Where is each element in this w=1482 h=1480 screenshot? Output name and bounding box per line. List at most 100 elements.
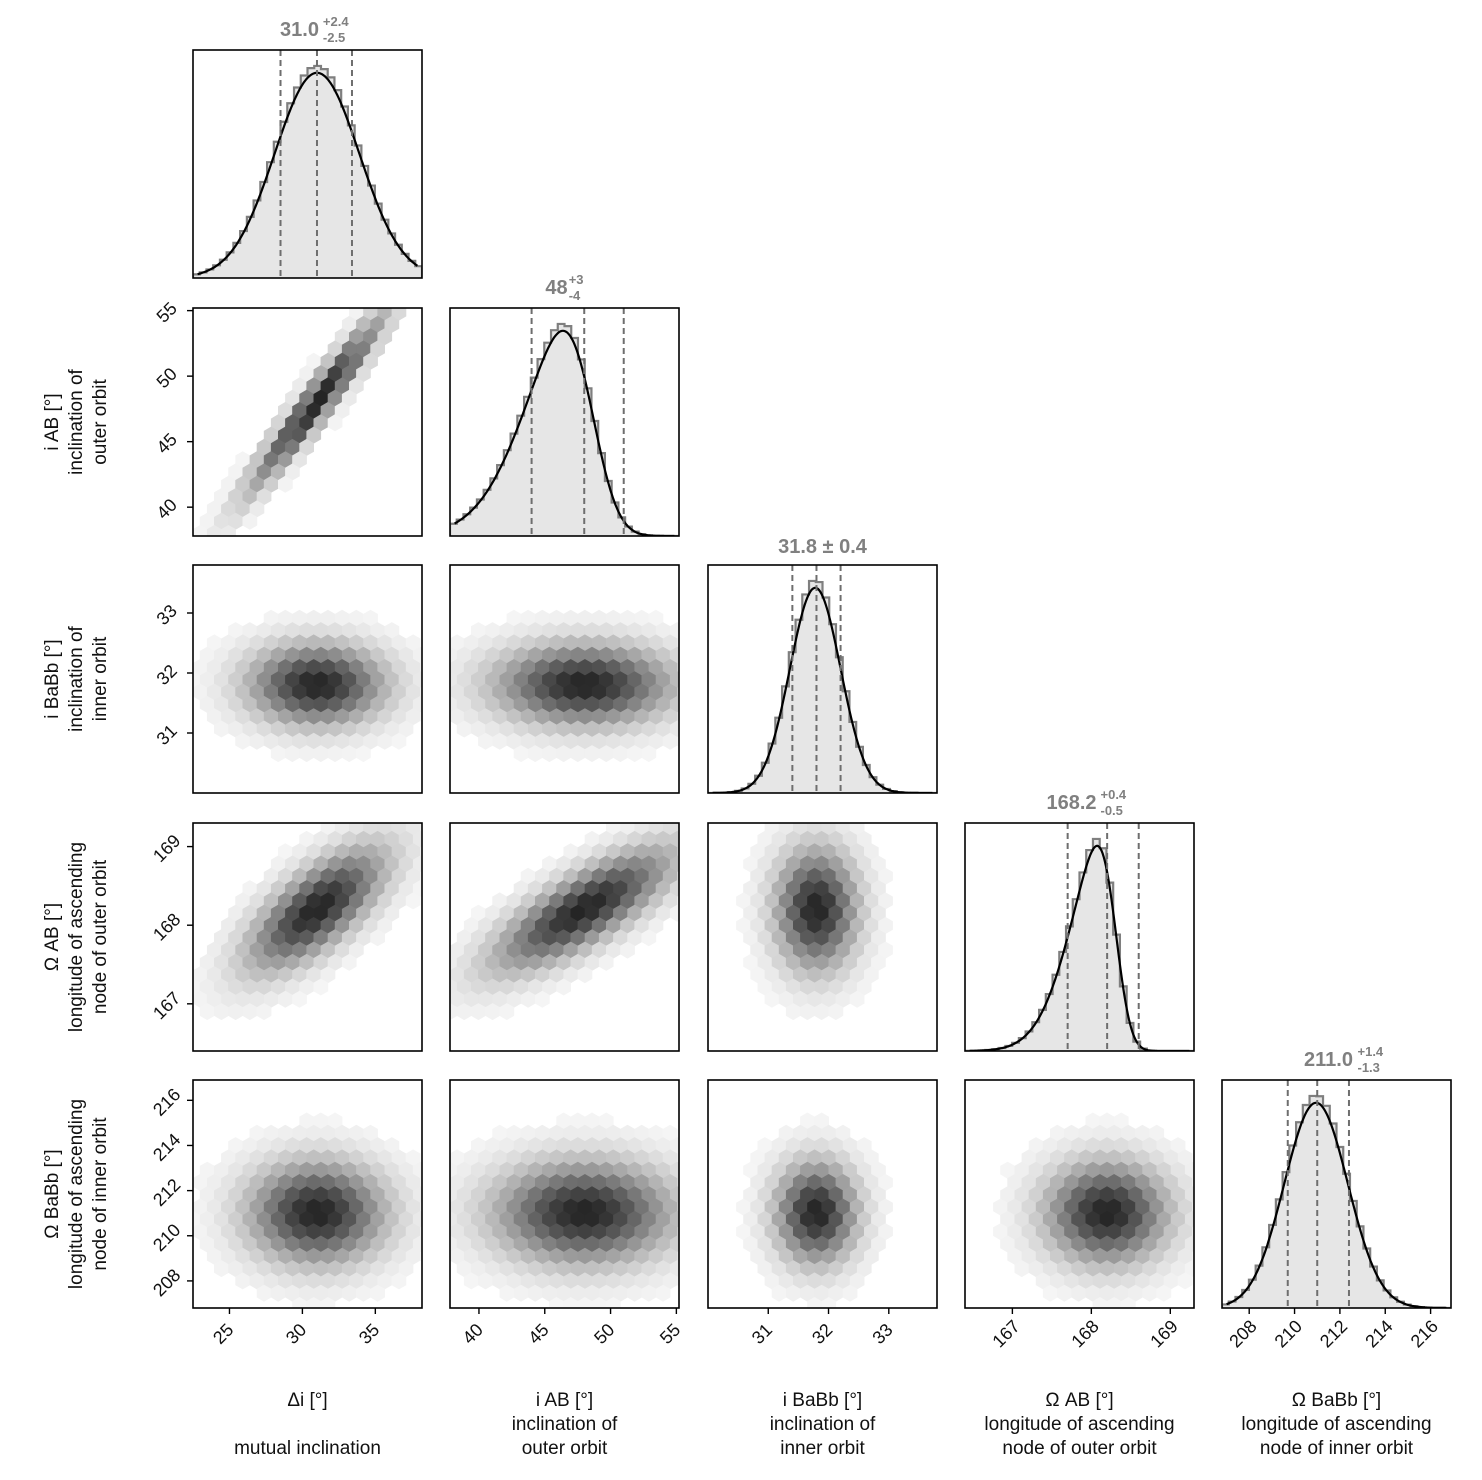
hexbin — [764, 1247, 780, 1265]
hexbin — [278, 659, 293, 676]
hexbin — [228, 1210, 243, 1228]
hexbin — [606, 867, 621, 885]
hexbin — [506, 1174, 522, 1191]
kde-curve — [1226, 1101, 1447, 1308]
hexbin — [1042, 1161, 1058, 1179]
hexbin — [320, 1124, 336, 1142]
hexbin — [356, 1260, 371, 1278]
hexbin — [206, 966, 222, 984]
hexbin — [849, 1149, 865, 1167]
hexbin — [771, 1284, 787, 1302]
hexbin — [363, 732, 378, 750]
hexbin — [363, 683, 378, 701]
hexbin — [1135, 1149, 1150, 1167]
hexbin — [306, 867, 322, 885]
hexbin — [613, 745, 628, 763]
hexbin — [278, 892, 293, 910]
hexbin — [807, 917, 822, 934]
hexbin — [577, 1124, 593, 1142]
hexbin — [842, 953, 858, 971]
hexbin — [235, 1174, 251, 1191]
hexbin — [549, 966, 564, 984]
hexbin — [591, 732, 607, 750]
hexbin — [641, 1161, 657, 1179]
hexbin — [655, 1186, 671, 1204]
hexbin — [405, 708, 421, 726]
hexbin — [662, 823, 678, 836]
hexbin — [398, 1235, 414, 1253]
hexbin — [856, 1210, 872, 1228]
hexbin — [750, 843, 766, 861]
hexbin — [450, 1198, 465, 1216]
hexbin — [1170, 1161, 1186, 1179]
hexbin — [527, 720, 543, 738]
hexbin — [313, 720, 329, 738]
hexbin — [249, 892, 265, 910]
hexbin — [606, 917, 621, 934]
hexbin — [256, 622, 272, 640]
hexbin — [249, 634, 265, 652]
hexbin — [206, 683, 222, 701]
hexbin — [485, 1003, 500, 1021]
hexbin — [485, 1161, 500, 1179]
hexbin — [450, 966, 465, 984]
hexbin — [263, 1198, 279, 1216]
hexbin — [577, 683, 593, 701]
hexbin — [428, 647, 443, 664]
hexbin — [662, 1247, 678, 1265]
hexbin — [527, 1260, 543, 1278]
hexbin — [384, 622, 400, 640]
hexbin — [584, 830, 600, 848]
hexbin — [492, 634, 508, 652]
hexbin — [249, 941, 265, 959]
hexbin — [807, 1272, 822, 1290]
hexbin — [1184, 1210, 1194, 1228]
hexbin — [821, 1272, 837, 1290]
hexbin — [235, 941, 251, 959]
hexbin — [814, 1284, 829, 1302]
hexbin — [828, 904, 844, 922]
hexbin — [492, 683, 508, 701]
panel-hist-obabb: 211.0 +1.4-1.3 — [1221, 1044, 1452, 1309]
hexbin — [391, 732, 407, 750]
hexbin — [221, 500, 236, 518]
hexbin — [428, 1003, 443, 1020]
hexbin — [299, 929, 314, 947]
hexbin — [320, 823, 336, 836]
hexbin — [278, 941, 293, 959]
hexbin — [285, 904, 300, 922]
hexbin — [221, 1174, 236, 1191]
hexbin — [285, 953, 300, 971]
hexbin — [363, 328, 378, 346]
hexbin — [606, 1149, 621, 1167]
hexbin — [471, 1003, 486, 1021]
hexbin — [320, 708, 336, 726]
hexbin — [669, 1260, 679, 1278]
hexbin — [835, 892, 851, 910]
hexbin — [520, 941, 536, 959]
hexbin — [606, 683, 621, 701]
hexbin — [584, 1161, 600, 1179]
hexbin — [520, 917, 536, 934]
hexbin — [249, 990, 265, 1008]
hexbin — [1128, 1284, 1143, 1302]
hexbin — [778, 1149, 794, 1167]
hexbin — [334, 1149, 350, 1167]
hexbin — [856, 1186, 872, 1204]
hexbin — [542, 1161, 557, 1179]
hexbin — [270, 438, 286, 456]
hexbin — [471, 646, 486, 664]
hexbin — [778, 1198, 794, 1216]
hexbin — [1121, 1297, 1136, 1308]
hexbin — [570, 745, 586, 763]
hexbin — [814, 1137, 829, 1155]
hexbin — [570, 1235, 586, 1253]
hexbin — [327, 1235, 343, 1253]
hexbin — [1156, 1235, 1172, 1253]
hexbins — [193, 308, 407, 536]
hexbin — [835, 990, 851, 1008]
hexbin — [549, 708, 564, 726]
hexbin — [1028, 1137, 1044, 1155]
hexbin — [662, 1198, 678, 1216]
hexbin — [506, 1223, 522, 1241]
